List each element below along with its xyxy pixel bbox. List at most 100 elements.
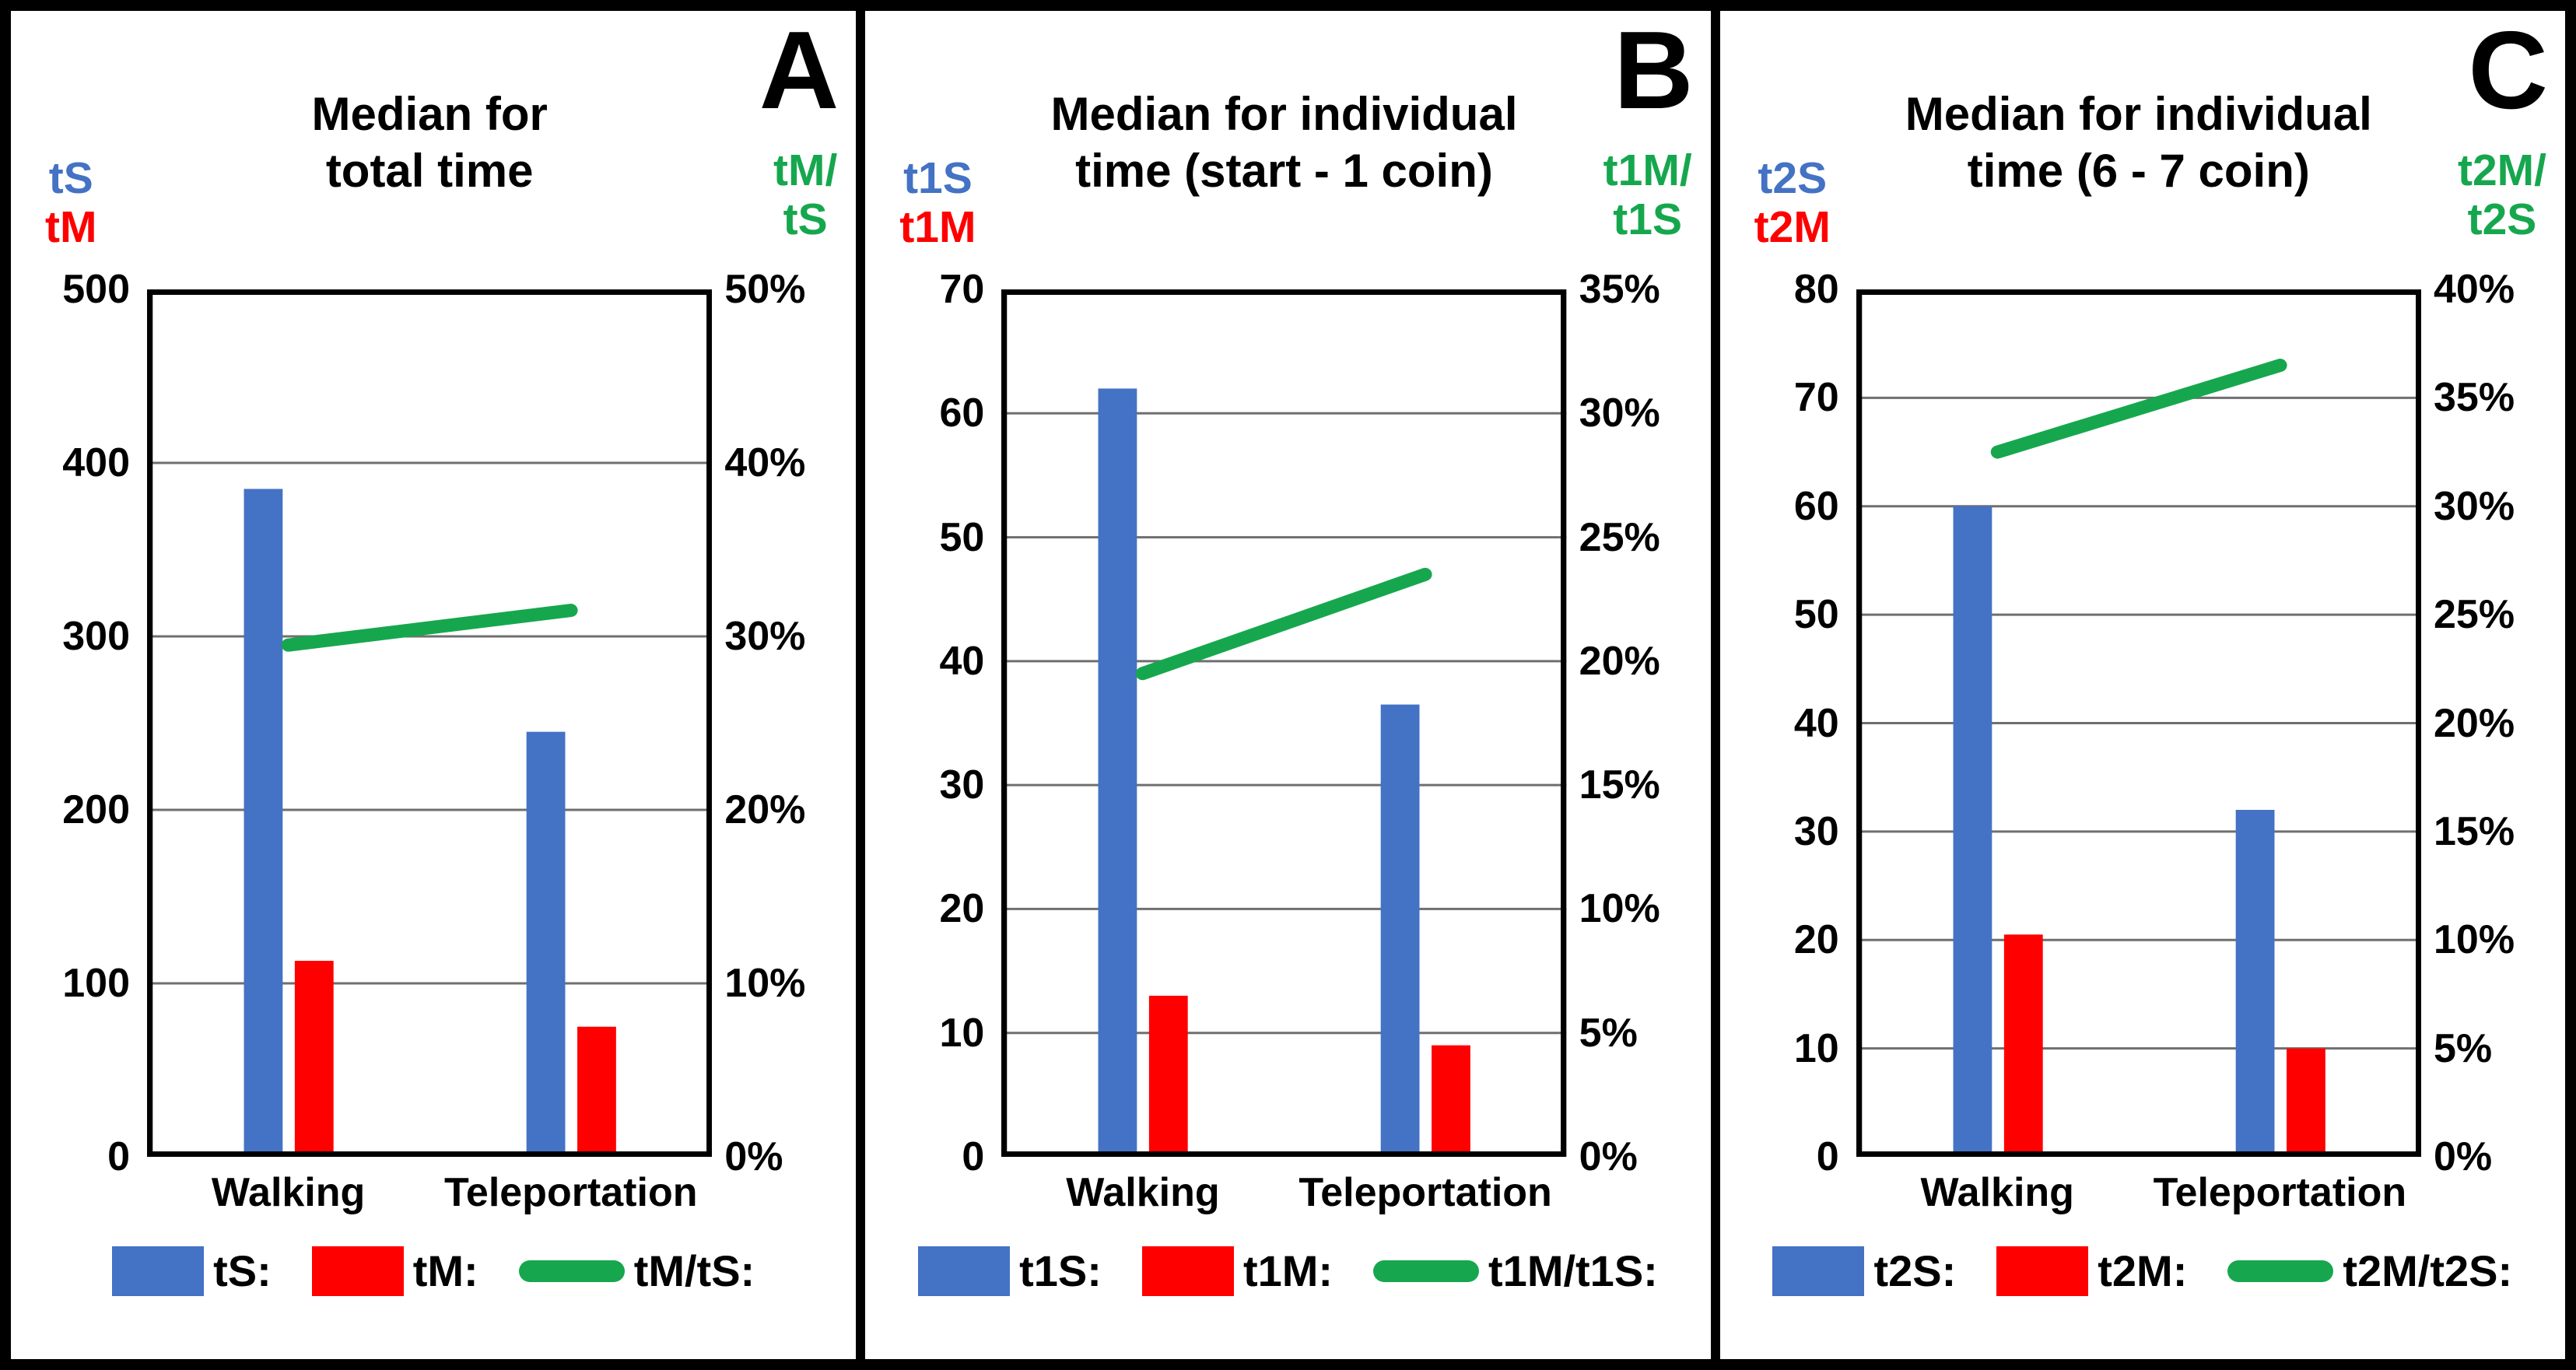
legend: tS: tM: tM/tS: xyxy=(11,1246,856,1296)
right-axis-tick: 35% xyxy=(1579,267,1660,312)
left-axis-tick: 500 xyxy=(62,267,130,312)
chart-canvas xyxy=(1856,289,2421,1157)
right-axis-tick: 0% xyxy=(1579,1134,1638,1179)
right-axis-tick: 30% xyxy=(1579,391,1660,436)
right-axis-tick: 20% xyxy=(724,787,806,832)
left-axis-label: t2S t2M xyxy=(1754,154,1831,251)
category-label-teleportation: Teleportation xyxy=(1299,1170,1552,1215)
left-axis-tick: 40 xyxy=(1793,700,1839,746)
left-axis-ticks: 70 60 50 40 30 20 10 0 xyxy=(865,267,1001,1179)
legend-swatch-line xyxy=(518,1260,625,1282)
panel-header: t1S t1M Median for individual time (star… xyxy=(865,11,1710,275)
legend-label-red: t1M: xyxy=(1242,1246,1334,1295)
legend-swatch-blue xyxy=(112,1246,205,1296)
category-axis: Walking Teleportation xyxy=(1720,1157,2565,1225)
right-axis-tick: 40% xyxy=(724,440,806,485)
left-axis-label-blue: t1S xyxy=(903,153,973,203)
chart-canvas xyxy=(1001,289,1567,1157)
right-axis-ticks: 35% 30% 25% 20% 15% 10% 5% 0% xyxy=(1567,267,1711,1179)
left-axis-tick: 400 xyxy=(62,440,130,485)
legend-swatch-red xyxy=(1996,1246,2089,1296)
legend-item-red: tM: xyxy=(311,1246,478,1296)
category-label-walking: Walking xyxy=(211,1170,366,1215)
right-axis-tick: 0% xyxy=(724,1134,783,1179)
legend-label-line: t1M/t1S: xyxy=(1488,1246,1658,1295)
right-axis-tick: 25% xyxy=(2433,592,2515,638)
right-axis-tick: 10% xyxy=(1579,886,1660,932)
chart-panel-c: t2S t2M Median for individual time (6 - … xyxy=(1719,9,2565,1359)
right-axis-tick: 20% xyxy=(1579,638,1660,684)
left-axis-tick: 10 xyxy=(939,1010,985,1056)
right-axis-tick: 5% xyxy=(2433,1025,2493,1071)
right-axis-label: tM/ tS xyxy=(773,146,837,244)
left-axis-tick: 200 xyxy=(62,787,130,832)
chart-title-line2: time (start - 1 coin) xyxy=(1075,145,1493,198)
chart-title: Median for individual time (6 - 7 coin) xyxy=(1829,86,2448,199)
left-axis-tick: 100 xyxy=(62,961,130,1006)
legend-swatch-line xyxy=(1373,1260,1480,1282)
legend-label-red: tM: xyxy=(412,1246,478,1295)
category-label-teleportation: Teleportation xyxy=(443,1170,698,1215)
chart-row: 80 70 60 50 40 30 20 10 0 40% 35% 30% 25% 20% 15% 10% 5… xyxy=(1720,267,2565,1179)
left-axis-tick: 0 xyxy=(962,1134,985,1179)
right-axis-ticks: 50% 40% 30% 20% 10% 0% xyxy=(712,267,856,1179)
left-axis-tick: 60 xyxy=(1793,483,1839,529)
chart-title-line2: total time xyxy=(325,145,534,198)
category-label-walking: Walking xyxy=(1920,1170,2074,1215)
left-axis-tick: 0 xyxy=(107,1134,130,1179)
right-axis-tick: 40% xyxy=(2433,267,2515,312)
right-axis-label: t2M/ t2S xyxy=(2458,146,2546,244)
legend-item-red: t2M: xyxy=(1996,1246,2187,1296)
chart-title-line1: Median for individual xyxy=(1905,88,2372,140)
chart-title: Median for total time xyxy=(120,86,739,199)
panel-header: tS tM Median for total time tM/ tS A xyxy=(11,11,856,275)
left-axis-label: t1S t1M xyxy=(899,154,976,251)
right-axis-tick: 25% xyxy=(1579,514,1660,560)
legend-label-line: t2M/t2S: xyxy=(2343,1246,2513,1295)
legend-swatch-red xyxy=(311,1246,404,1296)
panel-divider xyxy=(1710,11,1720,1359)
chart-row: 70 60 50 40 30 20 10 0 35% 30% 25% 20% 15% 10% 5% 0% xyxy=(865,267,1711,1179)
left-axis-label-blue: tS xyxy=(48,153,93,203)
plot-area xyxy=(1856,289,2421,1157)
legend-label-blue: t2S: xyxy=(1873,1246,1957,1295)
right-axis-tick: 30% xyxy=(2433,483,2515,529)
right-axis-tick: 35% xyxy=(2433,375,2515,421)
legend-label-blue: tS: xyxy=(213,1246,272,1295)
right-axis-ticks: 40% 35% 30% 25% 20% 15% 10% 5% 0% xyxy=(2421,267,2565,1179)
left-axis-tick: 20 xyxy=(1793,917,1839,963)
panel-letter: B xyxy=(1614,9,1694,132)
legend-swatch-red xyxy=(1141,1246,1234,1296)
plot-area xyxy=(1001,289,1567,1157)
legend-swatch-line xyxy=(2227,1260,2334,1282)
left-axis-label-red: t1M xyxy=(899,201,976,252)
right-axis-tick: 15% xyxy=(1579,762,1660,808)
legend-label-red: t2M: xyxy=(2098,1246,2188,1295)
left-axis-label-red: tM xyxy=(45,201,97,252)
right-axis-label-line2: t2S xyxy=(2467,194,2537,244)
left-axis-tick: 30 xyxy=(1793,808,1839,854)
left-axis-tick: 70 xyxy=(1793,375,1839,421)
legend-item-red: t1M: xyxy=(1141,1246,1334,1296)
right-axis-tick: 10% xyxy=(2433,917,2515,963)
right-axis-tick: 20% xyxy=(2433,700,2515,746)
legend: t2S: t2M: t2M/t2S: xyxy=(1720,1246,2565,1296)
left-axis-ticks: 80 70 60 50 40 30 20 10 0 xyxy=(1720,267,1856,1179)
panel-letter: C xyxy=(2468,9,2548,132)
chart-panel-a: tS tM Median for total time tM/ tS A 500… xyxy=(11,11,857,1359)
left-axis-label-blue: t2S xyxy=(1758,153,1828,203)
left-axis-tick: 50 xyxy=(939,514,985,560)
chart-title-line1: Median for xyxy=(311,88,548,140)
panel-divider xyxy=(856,11,866,1359)
left-axis-tick: 300 xyxy=(62,614,130,659)
category-label-teleportation: Teleportation xyxy=(2153,1170,2407,1215)
left-axis-tick: 20 xyxy=(939,886,985,932)
right-axis-label-line1: tM/ xyxy=(773,145,838,195)
right-axis-label-line1: t1M/ xyxy=(1603,145,1692,195)
left-axis-tick: 40 xyxy=(939,638,985,684)
left-axis-label: tS tM xyxy=(45,154,96,251)
left-axis-tick: 60 xyxy=(939,391,985,436)
left-axis-tick: 0 xyxy=(1816,1134,1839,1179)
legend-swatch-blue xyxy=(1772,1246,1865,1296)
left-axis-ticks: 500 400 300 200 100 0 xyxy=(11,267,147,1179)
